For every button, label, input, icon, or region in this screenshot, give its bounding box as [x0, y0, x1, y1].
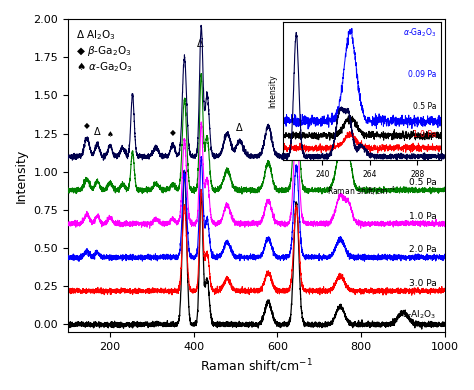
Text: $\Delta$: $\Delta$ — [93, 125, 101, 137]
Text: $\Delta$: $\Delta$ — [290, 55, 299, 67]
Text: $◆$: $◆$ — [83, 121, 91, 131]
Text: $\Delta$: $\Delta$ — [196, 37, 204, 49]
Text: 2.0 Pa: 2.0 Pa — [409, 245, 437, 254]
Text: 3.0 Pa: 3.0 Pa — [409, 279, 437, 288]
Text: $\Delta$ Al$_2$O$_3$
$◆$ $\beta$-Ga$_2$O$_3$
$♠$ $\alpha$-Ga$_2$O$_3$: $\Delta$ Al$_2$O$_3$ $◆$ $\beta$-Ga$_2$O… — [75, 28, 133, 74]
Text: $♠$: $♠$ — [106, 129, 114, 139]
Text: $◆$: $◆$ — [169, 127, 177, 138]
Text: 0.5 Pa: 0.5 Pa — [409, 178, 437, 187]
Text: $\Delta$: $\Delta$ — [236, 121, 244, 133]
Text: $\Delta$: $\Delta$ — [345, 92, 353, 104]
Text: 1.0 Pa: 1.0 Pa — [409, 212, 437, 221]
X-axis label: Raman shift/cm$^{-1}$: Raman shift/cm$^{-1}$ — [200, 357, 313, 375]
Y-axis label: Intensity: Intensity — [15, 149, 28, 203]
Text: a-Al$_2$O$_3$: a-Al$_2$O$_3$ — [402, 309, 437, 321]
Text: 0.09 Pa: 0.09 Pa — [403, 144, 437, 153]
